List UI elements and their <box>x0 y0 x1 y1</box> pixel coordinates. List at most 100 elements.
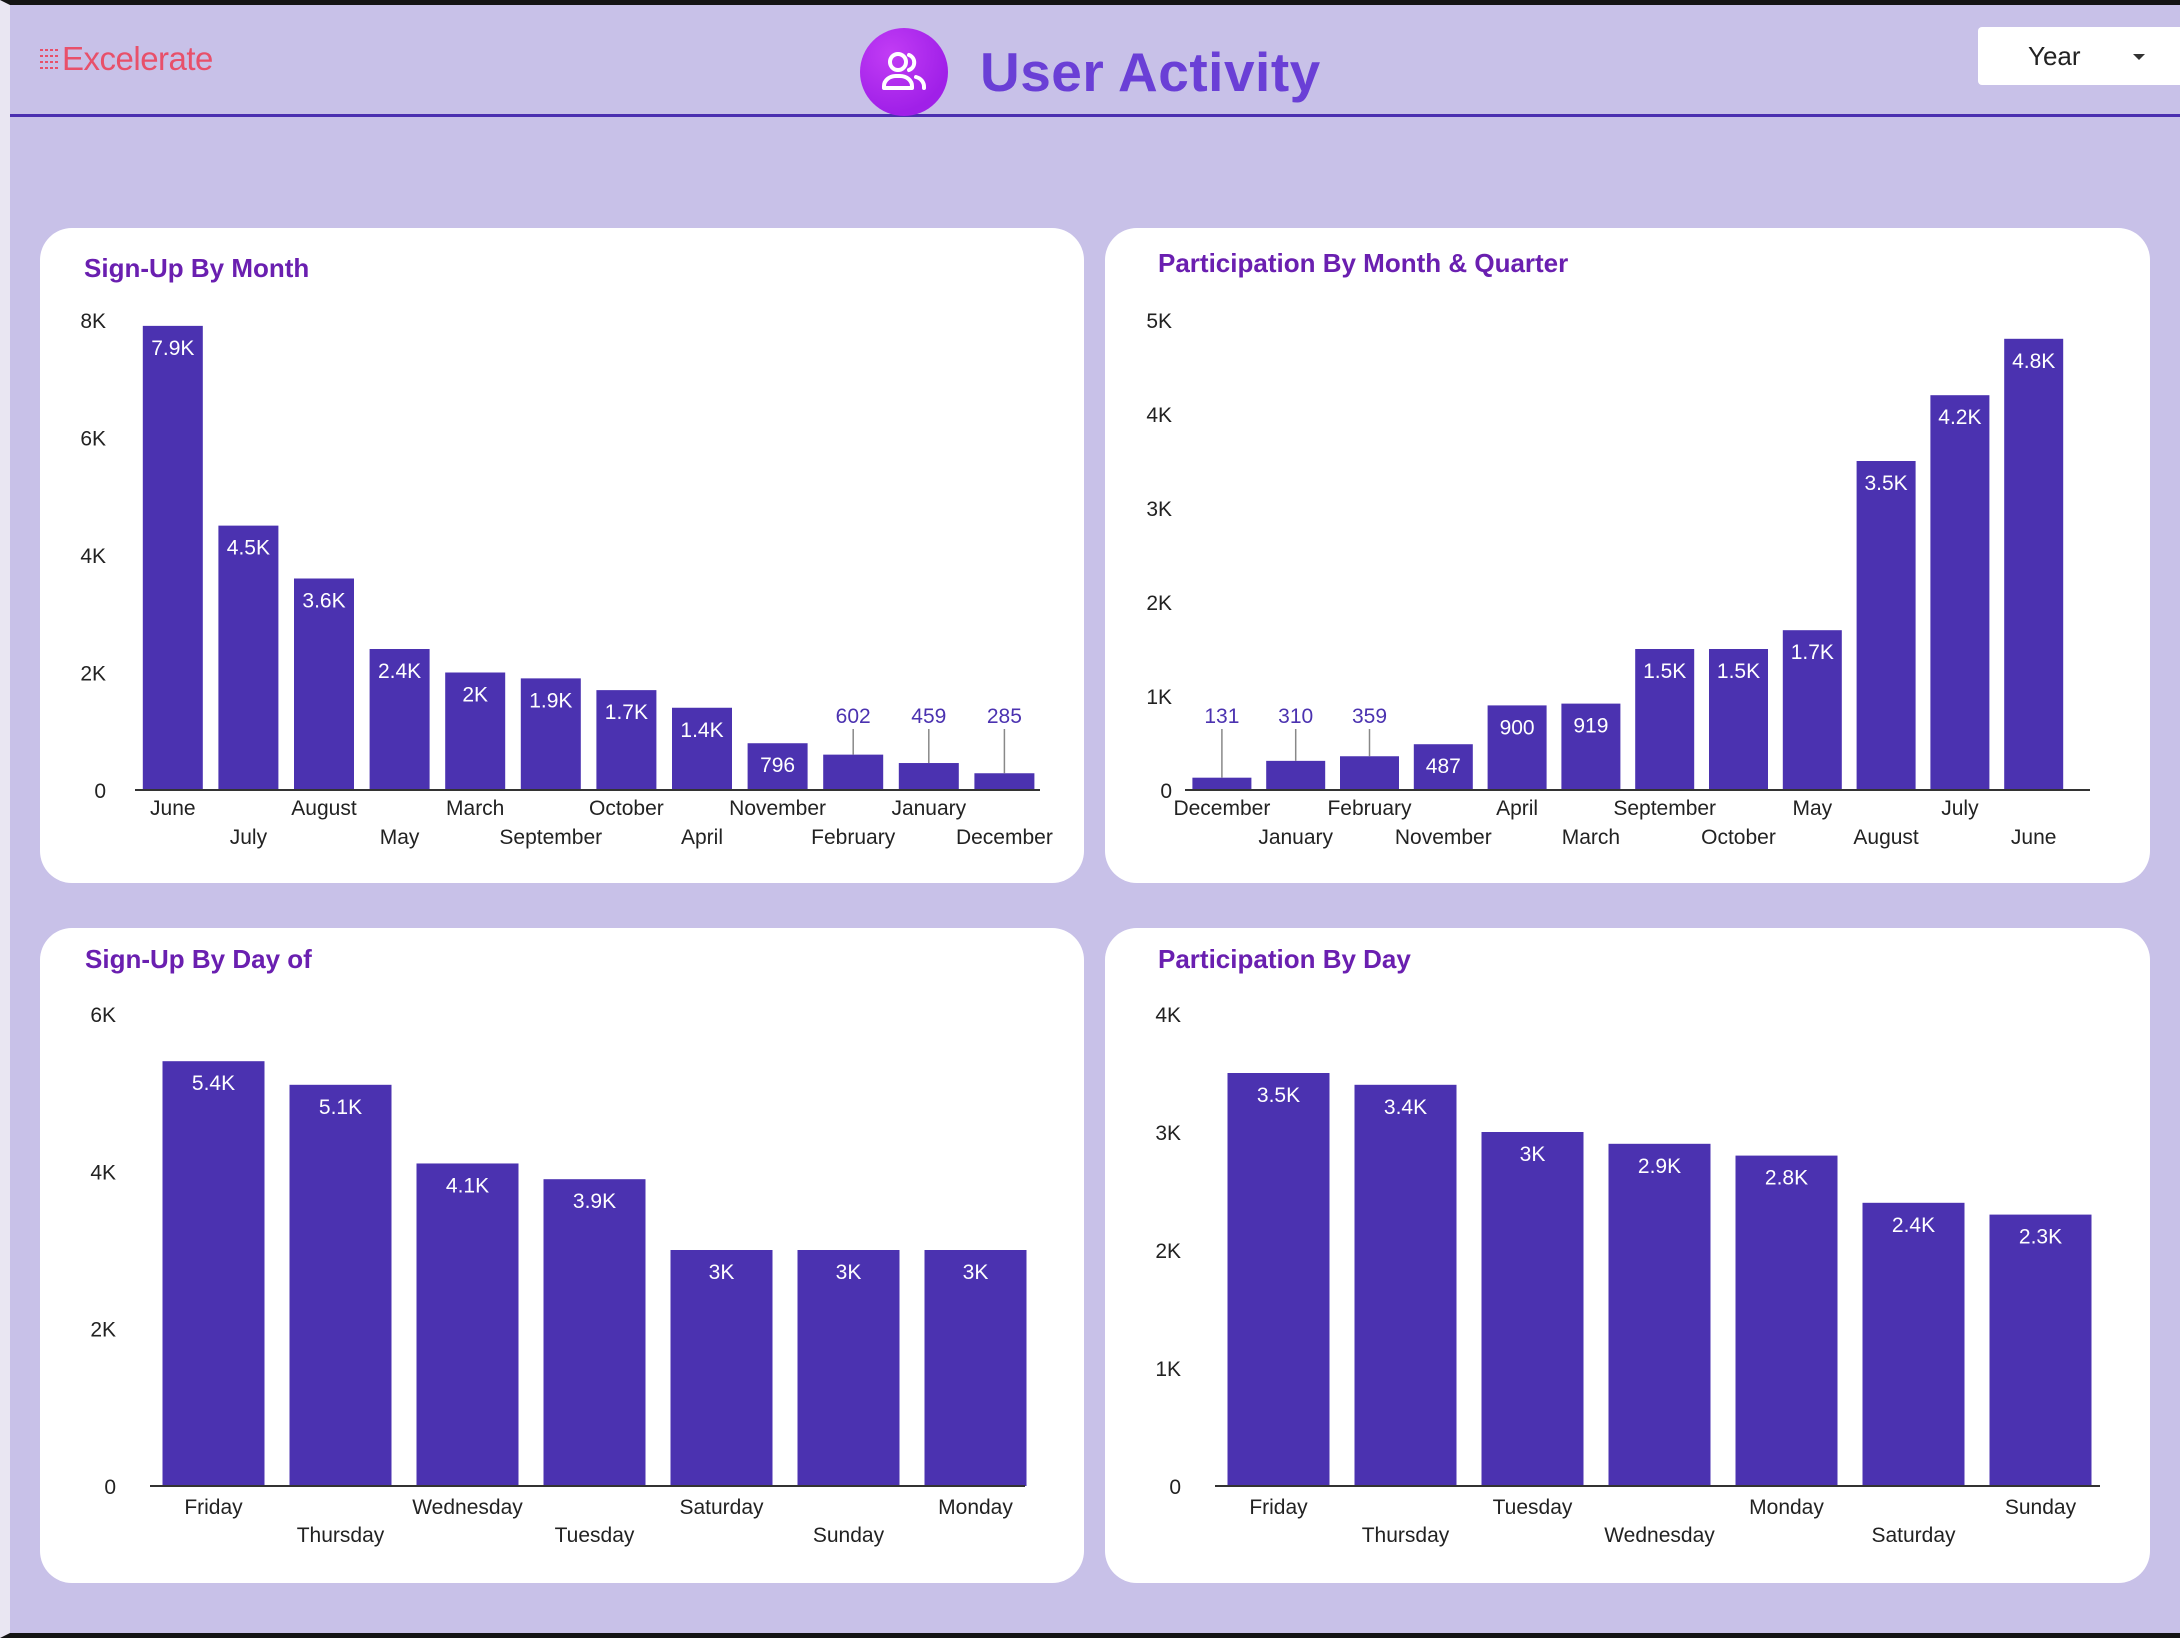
y-tick-label: 4K <box>1146 404 1172 427</box>
bar-value-label: 3.5K <box>1864 472 1907 495</box>
x-category-label: March <box>1562 826 1620 849</box>
x-category-label: October <box>1701 826 1776 849</box>
bar-value-label: 3K <box>1520 1143 1546 1166</box>
signup-by-day-chart: 0 2K 4K 6K 5.4K Friday 5.1K Thursday 4.1K Wednesd… <box>90 1004 1027 1547</box>
participation-by-day-card: Participation By Day 0 1K 2K 3K 4K 3.5K Friday… <box>1105 928 2150 1583</box>
bar-sunday[interactable] <box>1989 1214 2092 1486</box>
bar-february[interactable] <box>823 754 884 790</box>
y-tick-label: 1K <box>1146 686 1172 709</box>
bar-september[interactable] <box>520 678 581 790</box>
y-tick-label: 4K <box>90 1161 116 1184</box>
bar-may[interactable] <box>369 649 430 790</box>
bar-value-label: 2.8K <box>1765 1167 1808 1190</box>
bar-february[interactable] <box>1340 756 1399 790</box>
bar-monday[interactable] <box>924 1250 1027 1486</box>
bar-value-label: 2.3K <box>2019 1226 2062 1249</box>
bar-march[interactable] <box>445 672 506 791</box>
x-category-label: April <box>681 826 723 849</box>
x-category-label: Thursday <box>297 1524 385 1547</box>
y-tick-label: 2K <box>80 663 106 686</box>
x-category-label: September <box>1613 797 1716 820</box>
y-tick-label: 0 <box>1160 780 1172 803</box>
bar-january[interactable] <box>1266 760 1326 790</box>
chart-title: Sign-Up By Day of <box>85 944 312 974</box>
bar-friday[interactable] <box>162 1061 265 1486</box>
bar-october[interactable] <box>1709 649 1768 790</box>
x-category-label: Friday <box>1249 1496 1308 1519</box>
bar-value-label: 796 <box>760 754 795 777</box>
x-category-label: Saturday <box>679 1496 764 1519</box>
logo-text: Excelerate <box>62 40 213 77</box>
bar-july[interactable] <box>218 525 279 790</box>
x-category-label: July <box>1941 797 1979 820</box>
y-tick-label: 0 <box>104 1476 116 1499</box>
x-category-label: June <box>150 797 196 820</box>
header-bar: Excelerate User Activity Year <box>10 5 2180 117</box>
bar-value-label: 602 <box>836 705 871 728</box>
x-category-label: November <box>1395 826 1492 849</box>
chart-title: Participation By Month & Quarter <box>1158 248 1569 278</box>
bar-tuesday[interactable] <box>1481 1132 1584 1486</box>
bar-value-label: 3.6K <box>302 590 345 613</box>
participation-by-day-chart: 0 1K 2K 3K 4K 3.5K Friday 3.4K Thursday 3K Tuesday… <box>1155 1004 2100 1547</box>
bar-august[interactable] <box>294 578 354 791</box>
bar-value-label: 2K <box>462 684 488 707</box>
bar-tuesday[interactable] <box>543 1179 646 1486</box>
users-icon <box>860 28 948 116</box>
bar-october[interactable] <box>596 690 657 790</box>
bar-april[interactable] <box>1487 705 1547 790</box>
bar-saturday[interactable] <box>1862 1202 1965 1486</box>
x-category-label: Friday <box>184 1496 243 1519</box>
bar-thursday[interactable] <box>1354 1084 1457 1486</box>
bar-wednesday[interactable] <box>1608 1143 1711 1486</box>
bar-saturday[interactable] <box>670 1250 773 1486</box>
bar-value-label: 459 <box>911 705 946 728</box>
bar-august[interactable] <box>1856 461 1916 790</box>
y-tick-label: 2K <box>1155 1240 1181 1263</box>
chart-title: Sign-Up By Month <box>84 253 310 283</box>
bar-wednesday[interactable] <box>416 1163 519 1486</box>
bar-friday[interactable] <box>1227 1073 1330 1486</box>
bar-july[interactable] <box>1930 395 1990 790</box>
participation-by-month-chart: 0 1K 2K 3K 4K 5K 131 December 310 January 359 Febru… <box>1146 310 2090 849</box>
y-tick-label: 6K <box>80 428 106 451</box>
x-category-label: August <box>291 797 357 820</box>
bar-value-label: 1.9K <box>529 689 572 712</box>
page-title: User Activity <box>980 41 1321 103</box>
bar-june[interactable] <box>142 325 203 790</box>
bar-may[interactable] <box>1782 630 1842 790</box>
y-tick-label: 2K <box>90 1319 116 1342</box>
bar-september[interactable] <box>1635 649 1695 790</box>
bar-value-label: 900 <box>1500 716 1535 739</box>
bar-december[interactable] <box>974 773 1035 790</box>
bar-value-label: 359 <box>1352 705 1387 728</box>
x-category-label: May <box>380 826 420 849</box>
bar-value-label: 4.2K <box>1938 406 1981 429</box>
bar-april[interactable] <box>672 707 732 790</box>
bar-value-label: 5.4K <box>192 1072 235 1095</box>
excelerate-logo[interactable]: Excelerate <box>40 35 213 83</box>
logo-mark-icon <box>40 49 58 69</box>
x-category-label: July <box>230 826 268 849</box>
x-category-label: December <box>1173 797 1270 820</box>
bar-value-label: 1.5K <box>1643 660 1686 683</box>
bar-monday[interactable] <box>1735 1155 1838 1486</box>
x-category-label: November <box>729 797 826 820</box>
x-category-label: Wednesday <box>412 1496 523 1519</box>
bar-value-label: 487 <box>1426 755 1461 778</box>
bar-value-label: 3.9K <box>573 1190 616 1213</box>
bar-value-label: 4.1K <box>446 1174 489 1197</box>
bar-november[interactable] <box>747 743 808 790</box>
bar-value-label: 4.8K <box>2012 350 2055 373</box>
x-category-label: June <box>2011 826 2057 849</box>
bar-june[interactable] <box>2004 338 2064 790</box>
bar-december[interactable] <box>1192 777 1252 790</box>
bar-sunday[interactable] <box>797 1250 900 1486</box>
year-filter-dropdown[interactable]: Year <box>1978 27 2180 85</box>
bar-thursday[interactable] <box>289 1084 392 1486</box>
bar-january[interactable] <box>898 763 959 790</box>
bar-november[interactable] <box>1413 744 1473 790</box>
bar-march[interactable] <box>1561 703 1621 790</box>
year-filter-value: Year <box>2028 40 2081 71</box>
x-category-label: Tuesday <box>555 1524 635 1547</box>
